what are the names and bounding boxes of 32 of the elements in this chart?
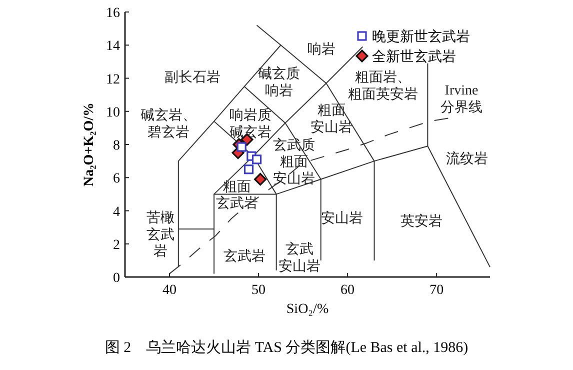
- y-tick-label: 16: [106, 6, 120, 21]
- y-tick-label: 2: [113, 238, 120, 253]
- x-axis-title: SiO₂/%: [286, 302, 329, 317]
- annotation: 碱玄岩、碧玄岩: [140, 108, 197, 140]
- annotation: 粗面安山岩: [310, 104, 353, 136]
- y-tick-label: 14: [106, 39, 120, 54]
- legend-label: 全新世玄武岩: [372, 49, 456, 65]
- annotation: 英安岩: [400, 214, 442, 230]
- annotation: 玄武岩: [223, 248, 266, 264]
- legend-label: 晚更新世玄武岩: [372, 29, 470, 45]
- y-tick-label: 8: [113, 138, 120, 154]
- annotation: 碱玄质响岩: [258, 66, 300, 99]
- annotation: 粗面岩、粗面英安岩: [348, 69, 418, 102]
- y-tick-label: 4: [113, 204, 120, 220]
- caption: 图 2 乌兰哈达火山岩 TAS 分类图解(Le Bas et al., 1986): [104, 339, 468, 356]
- y-tick-label: 6: [113, 172, 120, 187]
- y-axis-title: Na₂O+K₂O/%: [82, 102, 97, 187]
- annotation: Irvine 分界线: [440, 84, 483, 116]
- x-tick-label: 70: [430, 283, 444, 298]
- annotation: 响岩: [308, 41, 336, 58]
- x-tick-label: 50: [252, 283, 266, 298]
- x-tick-label: 40: [162, 283, 177, 298]
- annotation: 苦橄玄武岩: [146, 210, 175, 260]
- annotation: 流纹岩: [446, 150, 488, 167]
- y-tick-label: 10: [106, 105, 120, 120]
- y-tick-label: 12: [106, 72, 120, 88]
- annotation: 安山岩: [321, 210, 364, 226]
- annotation: 玄武质粗面安山岩: [273, 137, 316, 187]
- y-tick-label: 0: [113, 271, 120, 286]
- annotation: 玄武安山岩: [278, 242, 320, 275]
- x-tick-label: 60: [340, 283, 355, 298]
- annotation: 副长石岩: [164, 70, 221, 86]
